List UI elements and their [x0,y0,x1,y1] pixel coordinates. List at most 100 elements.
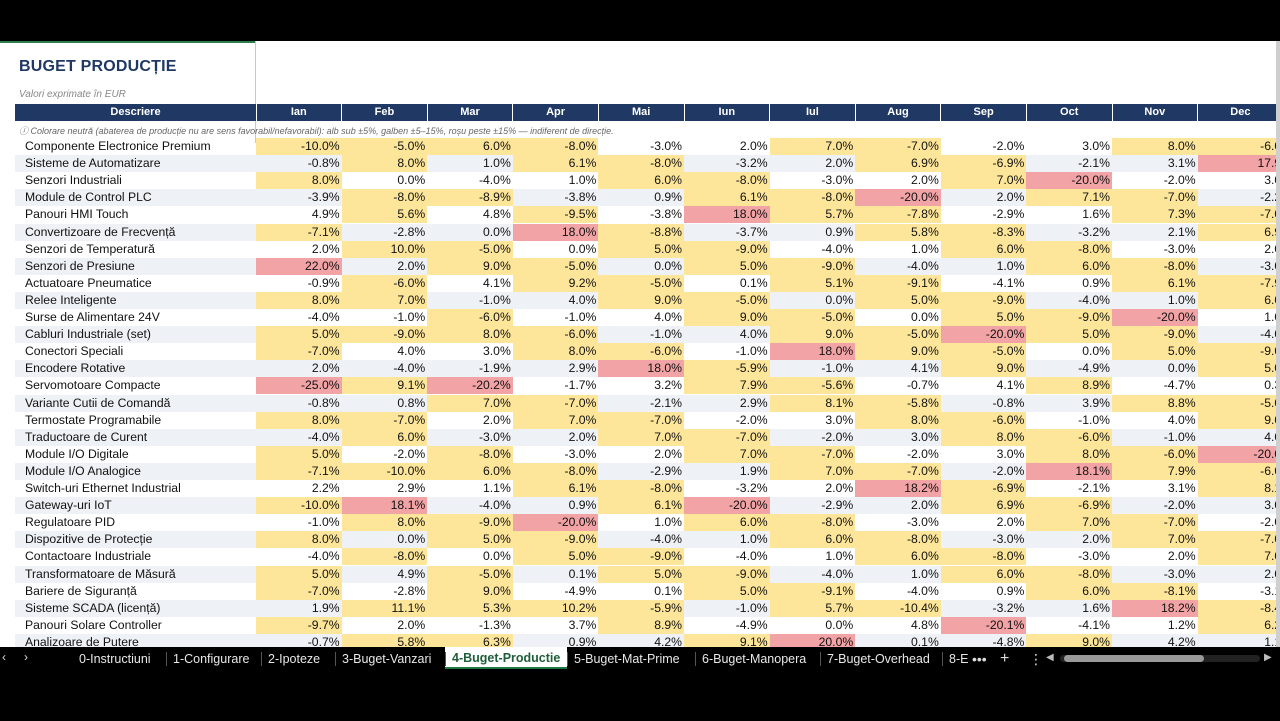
table-cell[interactable]: -7.8% [855,206,941,224]
table-cell[interactable]: 6.0% [940,565,1027,583]
table-cell[interactable]: -1.0% [735,344,768,359]
table-cell[interactable]: 7.0% [512,411,599,429]
table-cell[interactable]: 18.0% [769,343,856,361]
table-cell[interactable]: -4.7% [1163,378,1196,393]
header-month-4[interactable]: Mai [632,106,651,118]
table-cell[interactable]: -9.0% [341,326,428,344]
header-month-2[interactable]: Mar [460,106,480,118]
plus-icon[interactable]: + [1000,650,1010,667]
table-cell[interactable]: 8.0% [1112,138,1198,155]
header-month-5[interactable]: Iun [718,106,736,118]
table-cell[interactable]: -0.7% [906,378,939,393]
table-cell[interactable]: -3.2% [735,481,768,495]
table-cell[interactable]: 6.1% [1112,274,1198,292]
table-cell[interactable]: -8.0% [855,531,941,549]
table-cell[interactable]: 6.9% [855,155,941,173]
table-cell[interactable]: 0.0% [1112,360,1198,378]
table-cell[interactable]: 8.0% [855,411,941,429]
table-cell[interactable]: 5.6% [341,206,428,224]
table-cell[interactable]: 0.1% [739,275,768,290]
row-label[interactable]: Gateway-uri IoT [15,497,256,515]
table-cell[interactable]: 9.0 [1197,411,1276,429]
table-cell[interactable]: 0.8% [341,394,428,412]
table-cell[interactable]: -1.0% [684,599,770,617]
table-cell[interactable]: 8.0% [256,531,342,549]
table-cell[interactable]: 5.8% [341,633,428,647]
table-cell[interactable]: -9.0% [684,565,770,583]
table-cell[interactable]: 0.0% [427,223,513,241]
table-cell[interactable]: 2.0% [654,446,682,461]
table-cell[interactable]: -6.0% [512,326,599,344]
table-cell[interactable]: -1.7% [564,378,597,393]
table-cell[interactable]: -7.0% [769,445,856,463]
table-cell[interactable]: 7.0 [1197,548,1276,566]
table-cell[interactable]: 2.0 [1264,241,1276,256]
table-cell[interactable]: -3.0% [821,173,854,188]
table-cell[interactable]: -6.0% [427,309,513,326]
table-cell[interactable]: 4.0% [654,310,682,324]
table-cell[interactable]: -9.0% [769,257,856,275]
table-cell[interactable]: -3.2% [1026,223,1112,241]
table-cell[interactable]: 0.9% [769,223,856,241]
table-cell[interactable]: 2.0% [1167,549,1196,564]
table-cell[interactable]: -8.0% [341,189,428,207]
table-cell[interactable]: -4.0% [821,241,854,256]
table-cell[interactable]: 3.2% [654,378,682,393]
table-cell[interactable]: 0.0% [911,310,939,324]
table-cell[interactable]: 2.2% [311,481,340,495]
table-cell[interactable]: -6.0% [1026,428,1112,446]
table-cell[interactable]: 7.0% [769,138,856,155]
table-cell[interactable]: -6.9% [1026,497,1112,515]
table-cell[interactable]: 6.1% [598,497,684,515]
table-cell[interactable]: -7.0 [1197,531,1276,549]
table-cell[interactable]: -8.0% [427,445,513,463]
table-cell[interactable]: -8.0% [769,189,856,207]
table-cell[interactable]: -5.0% [512,257,599,275]
table-cell[interactable]: -3.0% [564,446,597,461]
row-label[interactable]: Convertizoare de Frecvență [15,223,256,241]
row-label[interactable]: Senzori de Temperatură [25,241,155,256]
vertical-scrollbar[interactable] [1276,41,1280,647]
table-cell[interactable]: 1.9% [684,462,770,480]
table-cell[interactable]: -4.0% [598,531,684,549]
chevron-left-icon[interactable]: ‹ [2,650,6,664]
table-cell[interactable]: 7.9% [684,377,770,395]
table-cell[interactable]: -4.1% [992,275,1025,290]
table-cell[interactable]: -7.0% [256,582,342,600]
table-cell[interactable]: -8.3% [940,223,1027,241]
row-label[interactable]: Senzori Industriali [25,173,122,188]
table-cell[interactable]: 8.0% [256,172,342,190]
table-cell[interactable]: 5.1% [769,274,856,292]
table-cell[interactable]: 1.2% [1167,617,1196,632]
table-cell[interactable]: -8.0% [1026,240,1112,258]
table-cell[interactable]: 0.9% [512,497,599,515]
table-cell[interactable]: 9.0% [940,360,1027,378]
table-cell[interactable]: 8.0% [427,326,513,344]
row-label[interactable]: Panouri Solare Controller [25,617,162,632]
table-cell[interactable]: 5.0% [256,445,342,463]
table-cell[interactable]: 0.0% [568,241,597,256]
table-cell[interactable]: 3.9% [1026,394,1112,412]
table-cell[interactable]: -2.9% [769,497,856,515]
table-cell[interactable]: -20.1% [940,616,1027,634]
table-cell[interactable]: 0.9% [996,583,1025,598]
table-cell[interactable]: 1.0% [684,531,770,549]
table-cell[interactable]: 8.0% [256,291,342,309]
sheet-tab[interactable]: 7-Buget-Overhead [820,647,937,671]
table-cell[interactable]: 3.0% [855,428,941,446]
table-cell[interactable]: 0.0% [397,173,426,188]
table-cell[interactable]: 5.0% [684,257,770,275]
row-label[interactable]: Relee Inteligente [15,291,256,309]
table-cell[interactable]: -3.8% [650,207,682,222]
table-cell[interactable]: 1.0 [1264,310,1276,324]
table-cell[interactable]: 7.0% [769,462,856,480]
row-label[interactable]: Termostate Programabile [25,412,162,427]
table-cell[interactable]: -3.0% [1112,565,1198,583]
table-cell[interactable]: 7.0% [427,394,513,412]
table-cell[interactable]: 3.0% [996,446,1025,461]
table-cell[interactable]: 4.9% [341,565,428,583]
table-cell[interactable]: 4.0% [397,344,426,359]
table-cell[interactable]: -4.0% [769,565,856,583]
table-cell[interactable]: 9.0% [598,291,684,309]
table-cell[interactable]: -5.0% [598,274,684,292]
